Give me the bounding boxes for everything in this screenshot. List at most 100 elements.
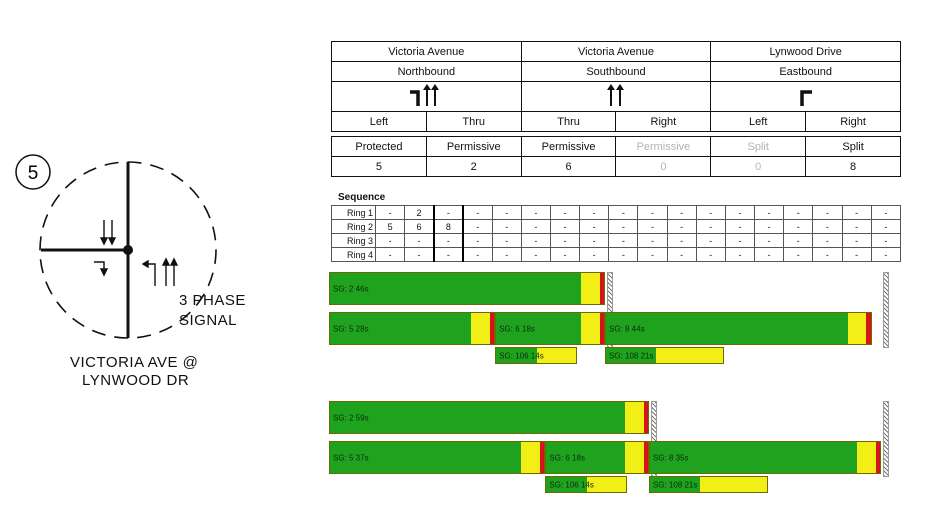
sequence-cell: -: [754, 247, 785, 262]
sequence-cell: -: [520, 219, 551, 234]
signal-label: SIGNAL: [179, 312, 238, 329]
movement-name: Left: [331, 111, 427, 132]
green-interval: [330, 402, 625, 433]
sequence-cell: -: [520, 205, 551, 220]
sequence-cell: -: [783, 233, 814, 248]
sequence-cell: -: [754, 219, 785, 234]
movement-table: Victoria Avenue Victoria Avenue Lynwood …: [331, 41, 901, 177]
movement-phase: 0: [615, 156, 712, 177]
red-interval: [599, 273, 604, 304]
southbound-lane-arrows: [520, 81, 712, 112]
yellow-interval: [587, 477, 626, 492]
movement-control: Permissive: [425, 136, 522, 157]
sequence-cell: -: [812, 219, 843, 234]
sequence-cell: -: [549, 233, 581, 248]
movement-name: Left: [710, 111, 807, 132]
phase-split-bar: SG: 108 21s: [648, 476, 769, 493]
ring-label: Ring 3: [331, 233, 376, 248]
timing-panel-2: SG: 2 59s SG: 5 37s SG: 6 18s SG: 8 35s SG: …: [329, 401, 899, 497]
sequence-cell: -: [608, 247, 639, 262]
phase-split-label: SG: 5 37s: [333, 453, 369, 462]
phase-split-label: SG: 6 18s: [549, 453, 585, 462]
yellow-interval: [847, 313, 867, 344]
sequence-cell: -: [432, 205, 464, 220]
phase-split-bar: SG: 5 37s: [329, 441, 546, 474]
green-interval: [330, 273, 581, 304]
yellow-interval: [624, 442, 644, 473]
sequence-cell: -: [812, 233, 843, 248]
movement-phase: 6: [520, 156, 617, 177]
phase-split-label: SG: 2 46s: [333, 284, 369, 293]
sequence-cell: -: [432, 247, 464, 262]
red-interval: [643, 402, 648, 433]
phase-split-label: SG: 108 21s: [652, 480, 698, 489]
red-interval: [540, 442, 545, 473]
green-interval: [606, 348, 657, 363]
movement-name: Thru: [425, 111, 522, 132]
yellow-interval: [656, 348, 724, 363]
phase-split-bar: SG: 106 14s: [545, 476, 627, 493]
movement-name: Thru: [520, 111, 617, 132]
green-interval: [546, 442, 625, 473]
sequence-cell: -: [783, 205, 814, 220]
sequence-cell: -: [520, 247, 551, 262]
northbound-lane-arrows: [331, 81, 522, 112]
sequence-cell: -: [724, 219, 756, 234]
sequence-cell: -: [637, 247, 668, 262]
sequence-cell: -: [608, 205, 639, 220]
sequence-cell: -: [404, 233, 435, 248]
sequence-cell: -: [520, 233, 551, 248]
sequence-cell: -: [579, 219, 610, 234]
yellow-interval: [856, 442, 876, 473]
green-interval: [330, 442, 522, 473]
sequence-cell: -: [491, 247, 522, 262]
sequence-cell: -: [461, 233, 493, 248]
movement-phase: 5: [331, 156, 427, 177]
sequence-cell: 8: [432, 219, 464, 234]
red-interval: [875, 442, 880, 473]
sequence-cell: -: [637, 219, 668, 234]
sequence-cell: -: [608, 219, 639, 234]
yellow-interval: [580, 313, 600, 344]
movement-name: Right: [805, 111, 901, 132]
sequence-cell: -: [666, 233, 697, 248]
green-interval: [606, 313, 848, 344]
red-interval: [866, 313, 871, 344]
sequence-cell: -: [724, 205, 756, 220]
movement-phase: 8: [805, 156, 901, 177]
red-interval: [643, 442, 648, 473]
sequence-cell: 5: [374, 219, 406, 234]
sequence-cell: -: [841, 247, 872, 262]
movement-control: Protected: [331, 136, 427, 157]
yellow-interval: [471, 313, 490, 344]
sequence-cell: -: [695, 219, 726, 234]
phase-split-bar: SG: 6 18s: [495, 312, 605, 345]
sequence-cell: -: [695, 233, 726, 248]
sequence-cell: -: [461, 247, 493, 262]
timing-panel-1: SG: 2 46s SG: 5 28s SG: 6 18s SG: 8 44s SG: …: [329, 272, 899, 368]
green-interval: [496, 313, 581, 344]
movement-control: Split: [710, 136, 807, 157]
sequence-cell: -: [461, 205, 493, 220]
sequence-cell: -: [841, 233, 872, 248]
sequence-cell: 2: [404, 205, 435, 220]
sequence-cell: -: [404, 247, 435, 262]
red-interval: [599, 313, 604, 344]
sequence-cell: -: [754, 233, 785, 248]
sequence-cell: -: [724, 233, 756, 248]
approach-street: Victoria Avenue: [331, 41, 522, 62]
sequence-ring-row: Ring 3------------------: [331, 233, 902, 248]
movement-phase: 2: [425, 156, 522, 177]
ring-label: Ring 1: [331, 205, 376, 220]
approach-street: Lynwood Drive: [710, 41, 901, 62]
sequence-cell: -: [374, 205, 406, 220]
approach-direction: Northbound: [331, 61, 522, 82]
ring-label: Ring 2: [331, 219, 376, 234]
yellow-interval: [580, 273, 600, 304]
phase-barrier: [883, 272, 889, 348]
phase-split-bar: SG: 106 14s: [495, 347, 577, 364]
green-interval: [546, 477, 588, 492]
yellow-interval: [700, 477, 768, 492]
